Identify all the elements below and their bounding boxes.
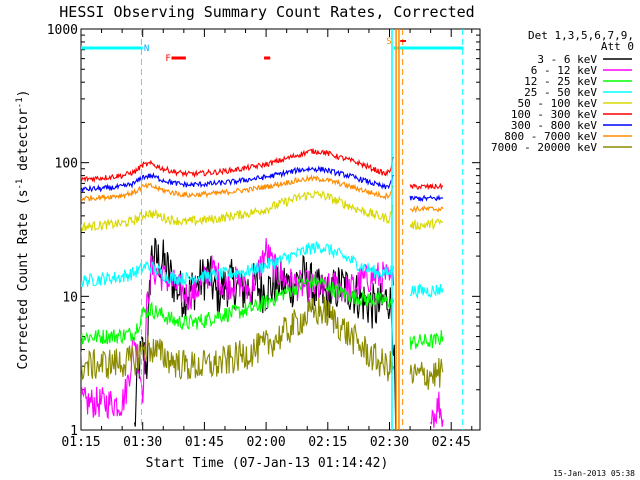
legend-label: 100 - 300 keV	[511, 108, 597, 121]
series-group	[81, 148, 444, 430]
x-tick-label: 01:45	[185, 435, 224, 450]
flag-s-label: S	[386, 37, 391, 47]
legend-label: 3 - 6 keV	[537, 53, 597, 66]
legend-label: 800 - 7000 keV	[504, 130, 597, 143]
series-line-2	[81, 274, 395, 345]
chart-title: HESSI Observing Summary Count Rates, Cor…	[59, 3, 474, 21]
plot-area: 01:15 01:30 01:45 02:00 02:15 02:30 02:45 1 10 10…	[47, 23, 481, 450]
series-line-4	[409, 217, 444, 231]
legend-header: Det 1,3,5,6,7,9,	[528, 29, 634, 42]
y-tick-label: 1	[70, 424, 78, 439]
legend-label: 7000 - 20000 keV	[491, 141, 597, 154]
series-line-4	[81, 189, 394, 232]
series-line-8	[409, 357, 444, 390]
flag-n-label: N	[144, 44, 149, 54]
y-axis-label-part: Corrected Count Rate (s	[16, 189, 31, 369]
series-line-5	[409, 182, 444, 191]
series-line-7	[409, 204, 444, 214]
y-axis-label-part: detector	[16, 108, 31, 179]
series-line-6	[409, 194, 444, 203]
series-line-1	[430, 391, 444, 428]
legend-header: Att 0	[601, 40, 634, 53]
y-axis-label-part: -1	[15, 179, 25, 190]
x-tick-label: 02:30	[370, 435, 409, 450]
y-axis-label-part: )	[16, 90, 31, 98]
legend-label: 50 - 100 keV	[518, 97, 598, 110]
legend-label: 300 - 800 keV	[511, 119, 597, 132]
plot-frame	[80, 28, 481, 431]
legend-label: 6 - 12 keV	[531, 64, 598, 77]
y-tick-label: 100	[55, 157, 78, 172]
series-line-2	[409, 330, 444, 350]
legend-label: 12 - 25 keV	[524, 75, 597, 88]
x-tick-label: 02:00	[247, 435, 286, 450]
series-line-3	[409, 282, 444, 300]
x-tick-label: 01:30	[123, 435, 162, 450]
x-tick-label: 02:45	[432, 435, 471, 450]
series-line-5	[81, 148, 395, 184]
x-tick-label: 02:15	[308, 435, 347, 450]
x-tick-label: 01:15	[61, 435, 100, 450]
y-axis-label-part: -1	[15, 97, 25, 108]
series-line-6	[81, 165, 394, 193]
x-axis-label: Start Time (07-Jan-13 01:14:42)	[146, 456, 389, 471]
series-line-3	[81, 241, 395, 288]
footer-date: 15-Jan-2013 05:38	[553, 469, 635, 478]
y-tick-label: 1000	[47, 23, 78, 38]
y-axis-label: Corrected Count Rate (s-1 detector-1)	[15, 90, 31, 370]
series-line-7	[81, 173, 394, 202]
y-tick-label: 10	[62, 290, 78, 305]
series-line-8	[81, 296, 395, 382]
legend-label: 25 - 50 keV	[524, 86, 597, 99]
flag-f-label: F	[165, 54, 170, 64]
